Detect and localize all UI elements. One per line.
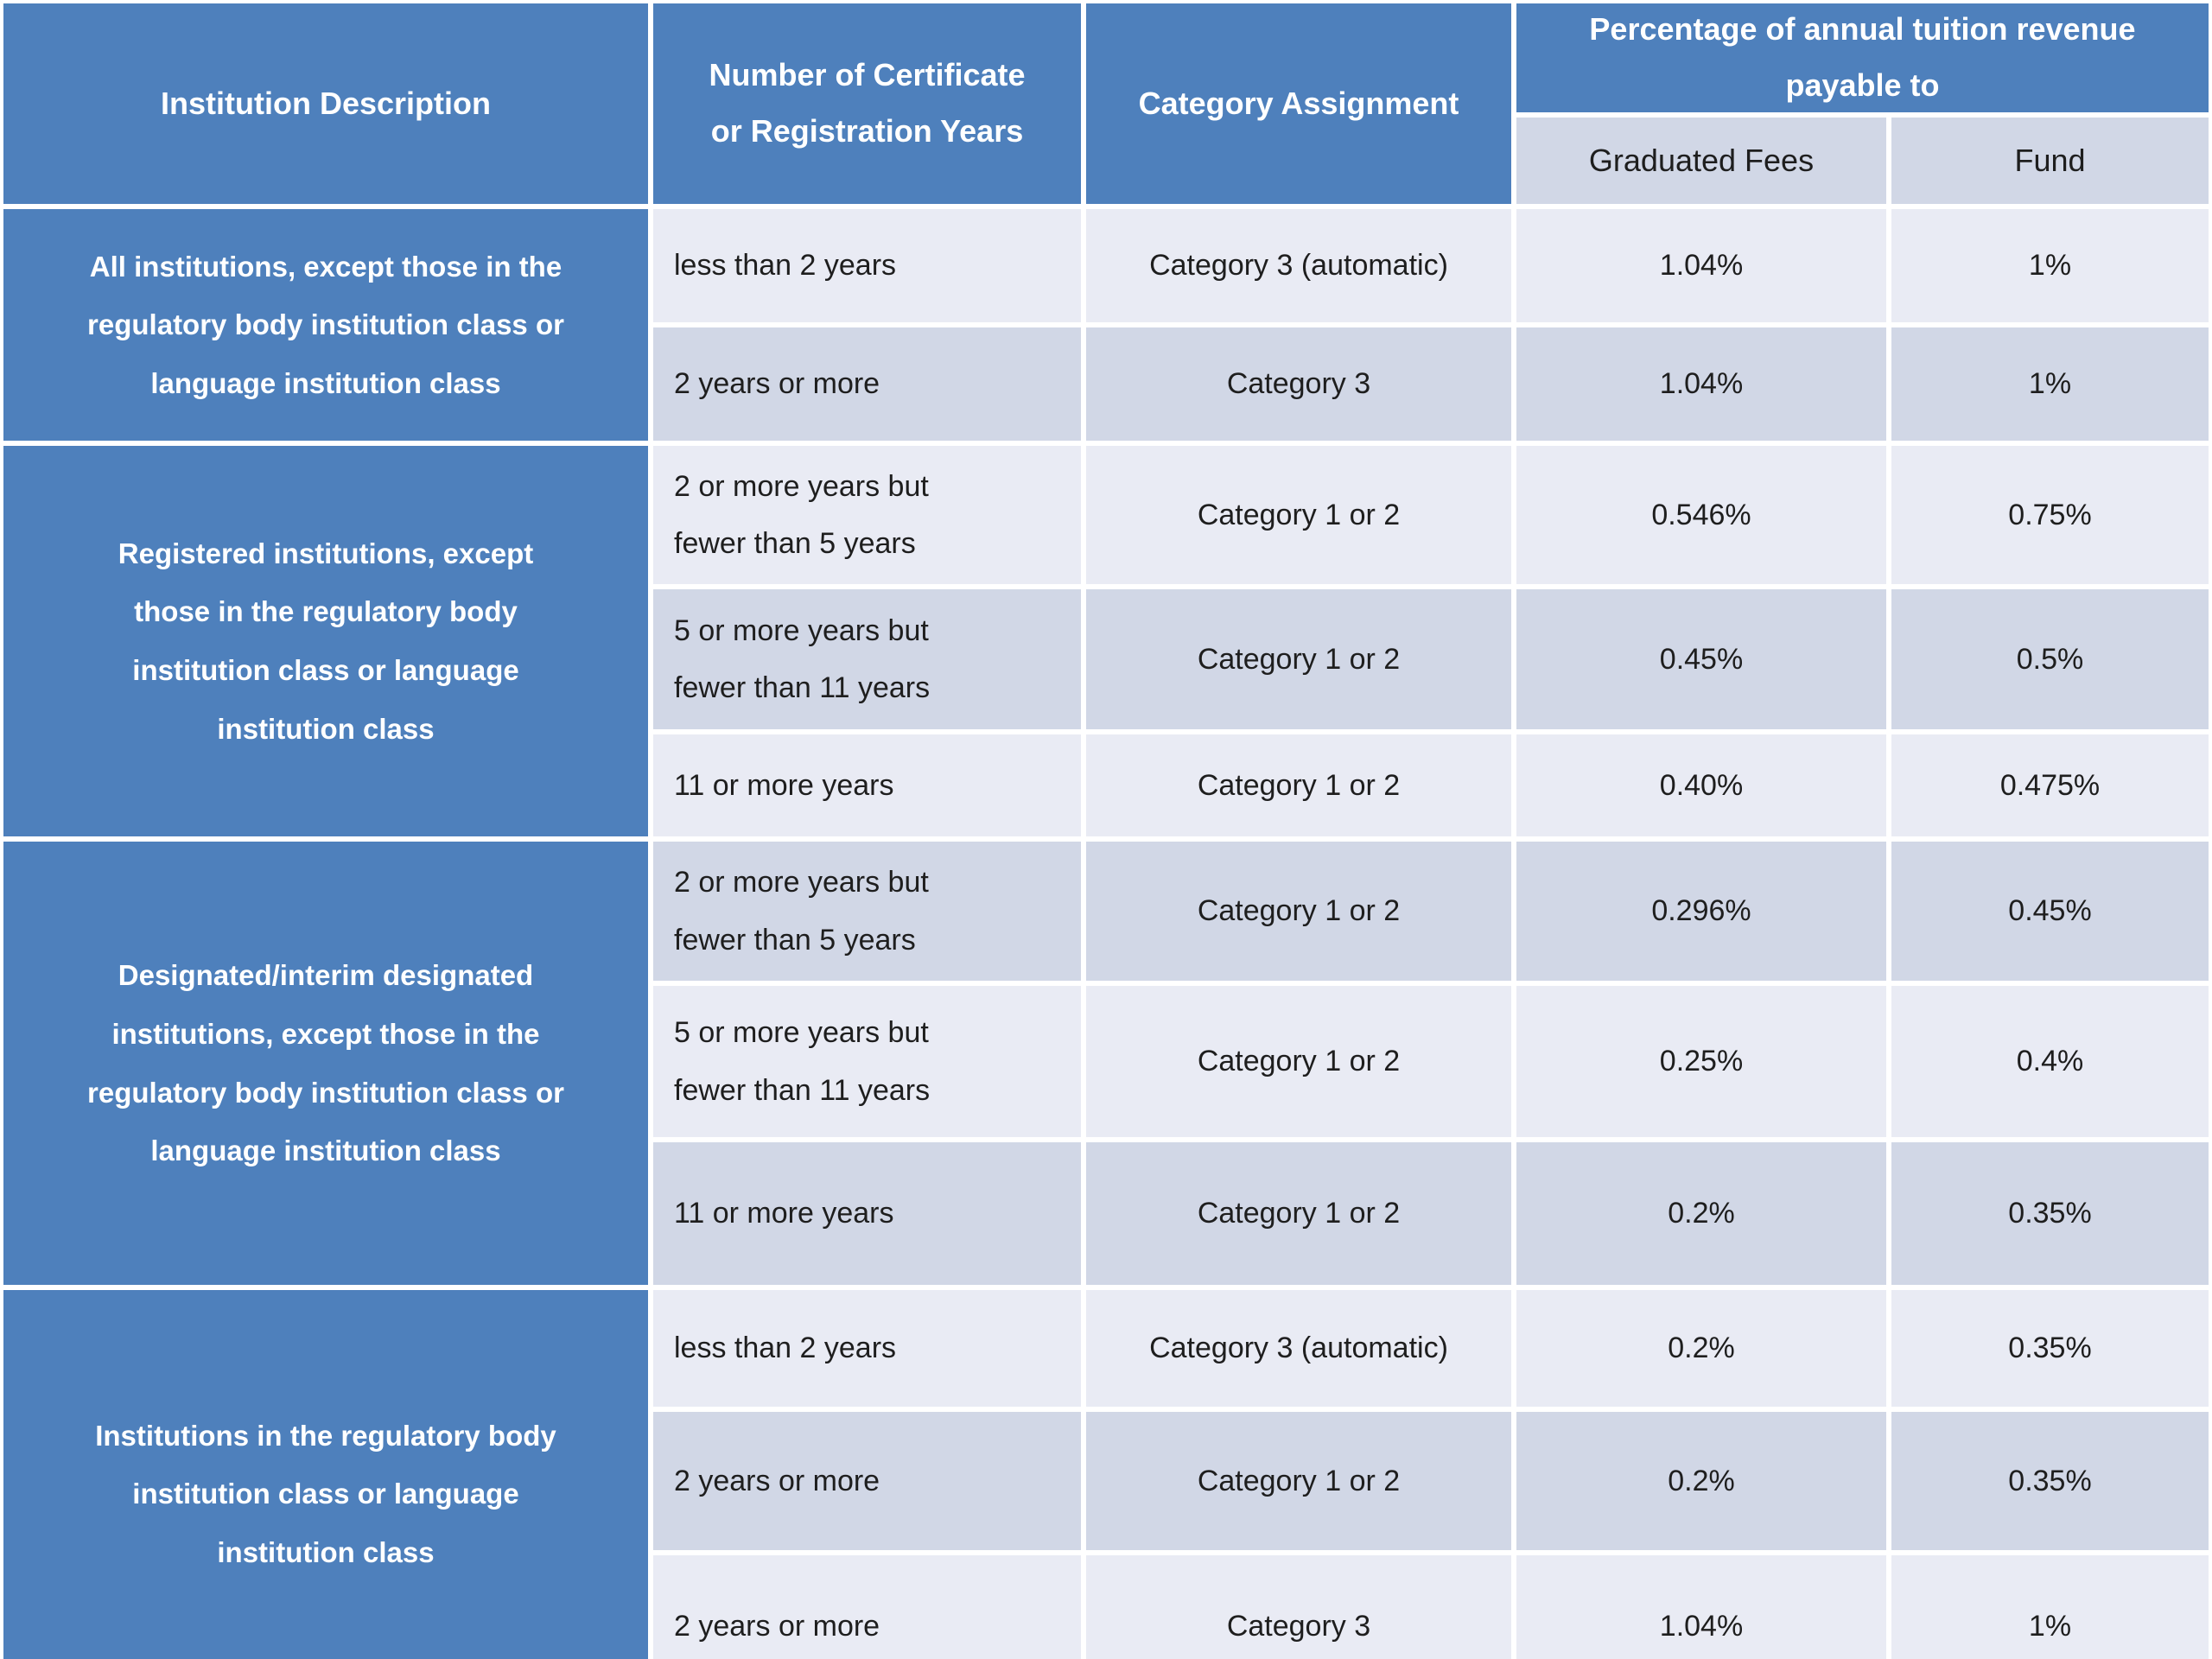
- graduated-fees-cell: 0.296%: [1516, 842, 1886, 981]
- header-institution-description: Institution Description: [3, 3, 648, 204]
- category-cell: Category 3 (automatic): [1086, 209, 1511, 322]
- category-cell: Category 3 (automatic): [1086, 1290, 1511, 1407]
- category-cell: Category 1 or 2: [1086, 589, 1511, 729]
- category-cell: Category 3: [1086, 327, 1511, 441]
- years-cell: 11 or more years: [653, 1142, 1081, 1285]
- institution-group-cell: Institutions in the regulatory body inst…: [3, 1290, 648, 1659]
- category-cell: Category 1 or 2: [1086, 1142, 1511, 1285]
- graduated-fees-cell: 0.546%: [1516, 446, 1886, 584]
- category-cell: Category 3: [1086, 1555, 1511, 1659]
- category-cell: Category 1 or 2: [1086, 986, 1511, 1137]
- institution-group-cell: Registered institutions, except those in…: [3, 446, 648, 836]
- fund-cell: 0.475%: [1891, 734, 2209, 836]
- category-cell: Category 1 or 2: [1086, 842, 1511, 981]
- graduated-fees-cell: 0.45%: [1516, 589, 1886, 729]
- institution-group-cell: All institutions, except those in the re…: [3, 209, 648, 441]
- subheader-fund: Fund: [1891, 118, 2209, 204]
- graduated-fees-cell: 0.40%: [1516, 734, 1886, 836]
- fund-cell: 0.35%: [1891, 1412, 2209, 1550]
- subheader-graduated-fees: Graduated Fees: [1516, 118, 1886, 204]
- fund-cell: 0.5%: [1891, 589, 2209, 729]
- years-cell: 5 or more years but fewer than 11 years: [653, 589, 1081, 729]
- fund-cell: 1%: [1891, 327, 2209, 441]
- category-cell: Category 1 or 2: [1086, 446, 1511, 584]
- years-cell: 2 or more years but fewer than 5 years: [653, 446, 1081, 584]
- fund-cell: 0.45%: [1891, 842, 2209, 981]
- category-cell: Category 1 or 2: [1086, 734, 1511, 836]
- years-cell: 11 or more years: [653, 734, 1081, 836]
- graduated-fees-cell: 0.2%: [1516, 1412, 1886, 1550]
- years-cell: 2 years or more: [653, 327, 1081, 441]
- header-category-assignment: Category Assignment: [1086, 3, 1511, 204]
- fund-cell: 1%: [1891, 1555, 2209, 1659]
- fund-cell: 0.35%: [1891, 1142, 2209, 1285]
- header-certificate-years: Number of Certificate or Registration Ye…: [653, 3, 1081, 204]
- graduated-fees-cell: 1.04%: [1516, 327, 1886, 441]
- years-cell: 2 years or more: [653, 1412, 1081, 1550]
- fund-cell: 1%: [1891, 209, 2209, 322]
- years-cell: 2 years or more: [653, 1555, 1081, 1659]
- category-cell: Category 1 or 2: [1086, 1412, 1511, 1550]
- graduated-fees-cell: 1.04%: [1516, 1555, 1886, 1659]
- graduated-fees-cell: 0.2%: [1516, 1142, 1886, 1285]
- graduated-fees-cell: 0.25%: [1516, 986, 1886, 1137]
- years-cell: 2 or more years but fewer than 5 years: [653, 842, 1081, 981]
- fund-cell: 0.75%: [1891, 446, 2209, 584]
- years-cell: 5 or more years but fewer than 11 years: [653, 986, 1081, 1137]
- fund-cell: 0.4%: [1891, 986, 2209, 1137]
- fund-cell: 0.35%: [1891, 1290, 2209, 1407]
- institution-group-cell: Designated/interim designated institutio…: [3, 842, 648, 1285]
- years-cell: less than 2 years: [653, 209, 1081, 322]
- header-tuition-revenue-payable: Percentage of annual tuition revenue pay…: [1516, 3, 2209, 112]
- graduated-fees-cell: 0.2%: [1516, 1290, 1886, 1407]
- years-cell: less than 2 years: [653, 1290, 1081, 1407]
- graduated-fees-cell: 1.04%: [1516, 209, 1886, 322]
